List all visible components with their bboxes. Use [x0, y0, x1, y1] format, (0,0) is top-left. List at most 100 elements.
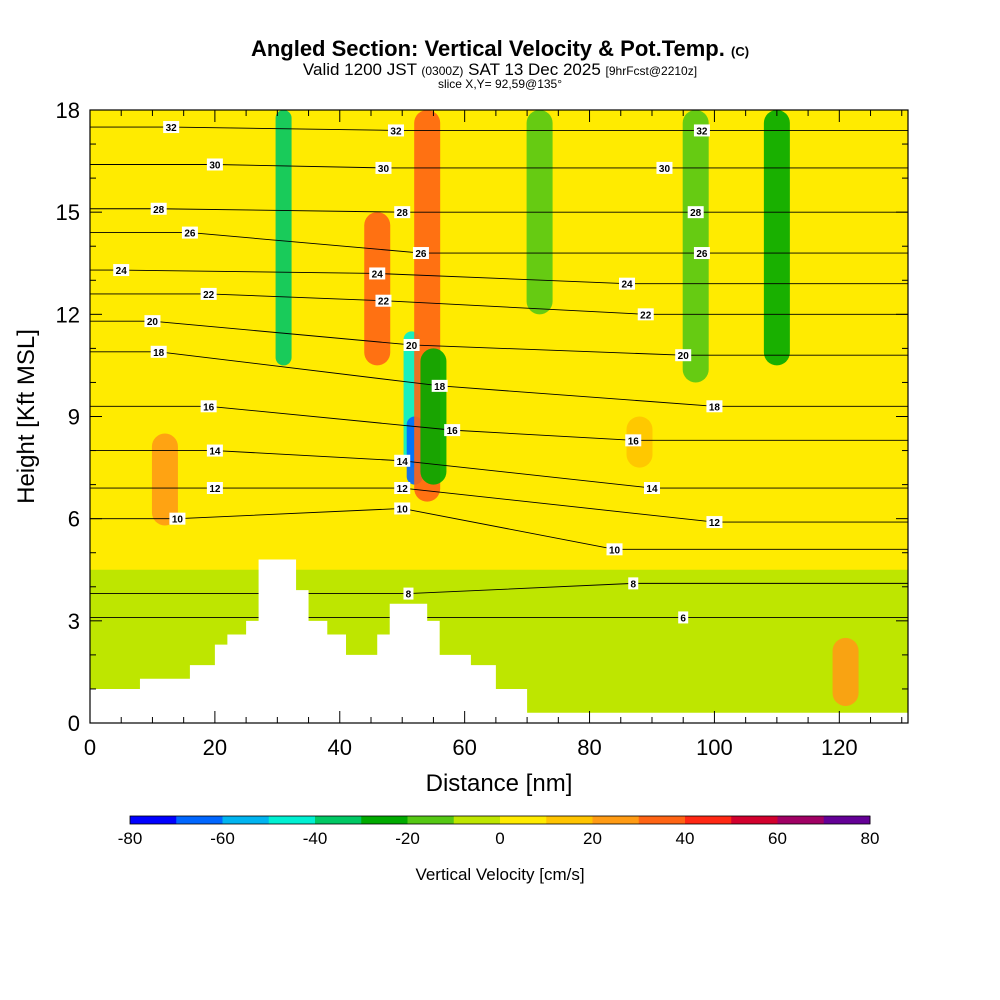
- contour-label-bg: [431, 379, 448, 392]
- contour-label: 16: [447, 426, 459, 437]
- contour-label-group: 30: [206, 158, 223, 171]
- valid-utc: (0300Z): [421, 64, 464, 78]
- contour-label-group: 20: [403, 338, 420, 352]
- colorbar-segment: [176, 816, 223, 824]
- colorbar-title: Vertical Velocity [cm/s]: [415, 865, 584, 884]
- contour-label-bg: [181, 226, 198, 239]
- colorbar-segment: [315, 816, 362, 824]
- colorbar-segment: [823, 816, 871, 824]
- contour-label-bg: [693, 247, 710, 260]
- contour-label-bg: [706, 400, 723, 413]
- contour-label-bg: [656, 161, 673, 174]
- colorbar-tick-label: -20: [395, 829, 420, 848]
- contour-label: 22: [203, 290, 215, 301]
- contour-label-bg: [200, 400, 217, 413]
- contour-label: 30: [659, 164, 671, 175]
- contour-label: 16: [628, 436, 640, 447]
- contour-label-group: 20: [675, 349, 692, 362]
- contour-label: 20: [678, 351, 690, 362]
- contour-label-group: 18: [706, 400, 723, 413]
- colorbar-tick-label: 80: [861, 829, 880, 848]
- colorbar-segment: [638, 816, 686, 824]
- y-tick-label: 15: [56, 200, 80, 225]
- contour-label-group: 12: [706, 516, 723, 529]
- contour-label-bg: [706, 516, 723, 529]
- y-axis-title: Height [Kft MSL]: [13, 329, 40, 504]
- contour-label: 12: [397, 484, 409, 495]
- contour-label-group: 32: [387, 124, 404, 137]
- contour-label: 26: [184, 229, 196, 240]
- contour-label-group: 26: [181, 226, 198, 240]
- contour-label: 26: [415, 249, 427, 260]
- contour-label-bg: [628, 577, 639, 590]
- contour-label-group: 16: [200, 400, 217, 413]
- contour-label-bg: [625, 434, 642, 447]
- contour-label: 26: [696, 249, 708, 260]
- contour-label-group: 28: [687, 206, 704, 219]
- contour-label-bg: [687, 206, 704, 219]
- contour-label: 6: [680, 613, 686, 624]
- contour-label-group: 10: [394, 502, 411, 515]
- contour-label-bg: [387, 124, 404, 137]
- colorbar-tick-label: -80: [118, 829, 143, 848]
- contour-label-group: 32: [693, 124, 710, 137]
- contour-label-group: 24: [619, 277, 636, 291]
- colorbar-frame: [129, 815, 871, 825]
- velocity-feature: [275, 110, 292, 366]
- axes: 0 20 40 60 80 100 120 0 3 6 9 12 15 18 Distance [nm] He…: [13, 98, 909, 797]
- contour-label: 32: [696, 126, 708, 137]
- slice-info: slice X,Y= 92,59@135°: [437, 77, 563, 91]
- contour-label-group: 16: [444, 424, 461, 437]
- contour-label-group: 20: [144, 315, 161, 328]
- contour-label-bg: [619, 277, 636, 290]
- x-tick-label: 0: [84, 735, 96, 760]
- contour-label-bg: [403, 587, 414, 600]
- contour-label-bg: [394, 502, 411, 515]
- contour-label-bg: [369, 267, 386, 280]
- contour-label-group: 12: [206, 482, 223, 495]
- x-tick-label: 120: [821, 735, 858, 760]
- contour-label-bg: [643, 482, 660, 495]
- contour-label: 18: [709, 402, 721, 413]
- contour-label: 24: [372, 269, 384, 280]
- contour-label-group: 32: [163, 121, 180, 134]
- contour-label-bg: [163, 121, 180, 134]
- terrain-shape: [90, 559, 908, 723]
- valid-date: SAT 13 Dec 2025: [468, 60, 601, 79]
- contour-label: 14: [209, 447, 221, 458]
- contour-label-bg: [693, 124, 710, 137]
- contour-label-group: 10: [169, 512, 186, 526]
- contour-label: 32: [390, 126, 402, 137]
- contour-label: 24: [116, 266, 128, 277]
- contour-label-bg: [206, 444, 223, 457]
- colorbar-tick-label: -60: [210, 829, 235, 848]
- contour-label: 28: [690, 208, 702, 219]
- terrain: [90, 559, 908, 723]
- contour-label: 14: [646, 484, 658, 495]
- colorbar-segment: [592, 816, 640, 824]
- contour-label: 16: [203, 402, 215, 413]
- y-tick-label: 0: [68, 711, 80, 736]
- colorbar-tick-label: -40: [303, 829, 328, 848]
- contour-label-bg: [403, 338, 420, 351]
- contour-label-bg: [637, 308, 654, 321]
- contour-label-bg: [444, 424, 461, 437]
- colorbar-tick-label: 40: [676, 829, 695, 848]
- y-tick-label: 6: [68, 507, 80, 532]
- contour-label: 22: [640, 310, 652, 321]
- contour-label-bg: [150, 345, 167, 358]
- contour-label: 18: [153, 348, 165, 359]
- contour-label: 10: [397, 504, 409, 515]
- contour-label-group: 18: [150, 345, 167, 359]
- colorbar-segment: [268, 816, 316, 824]
- x-tick-label: 40: [328, 735, 352, 760]
- contour-label-group: 22: [375, 294, 392, 308]
- contour-label-group: 30: [656, 161, 673, 175]
- contour-label-bg: [394, 454, 411, 467]
- contour-label-bg: [412, 247, 429, 260]
- colorbar-segment: [500, 816, 547, 824]
- contour-label-group: 12: [394, 482, 411, 495]
- x-tick-label: 100: [696, 735, 733, 760]
- chart-title: Angled Section: Vertical Velocity & Pot.…: [0, 36, 1000, 62]
